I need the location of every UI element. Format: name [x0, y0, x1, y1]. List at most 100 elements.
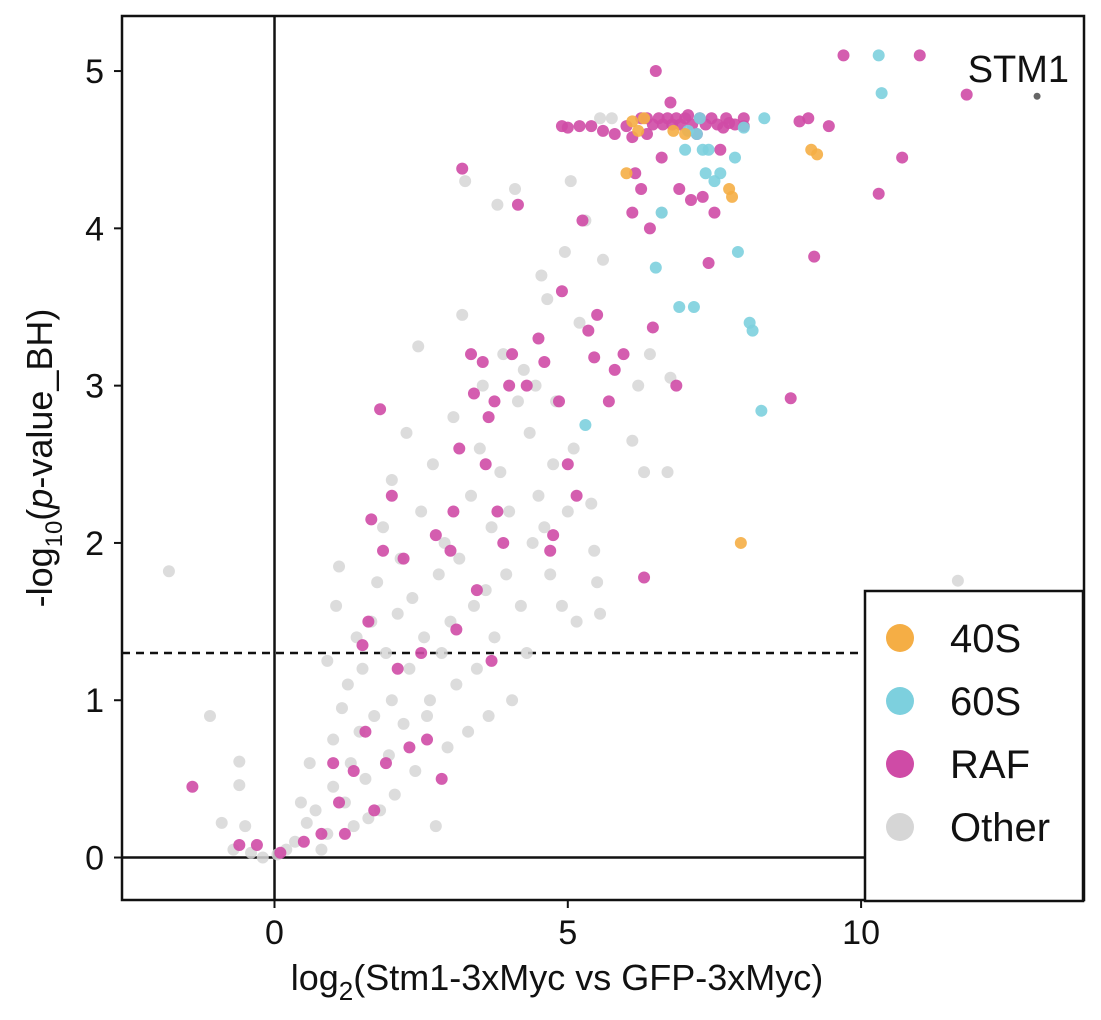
- point-raf: [497, 536, 510, 549]
- y-tick-label: 5: [85, 53, 104, 91]
- point-other: [485, 521, 498, 534]
- point-other: [491, 198, 504, 211]
- point-raf: [896, 151, 909, 164]
- y-axis-title-open: (: [19, 509, 60, 521]
- series-raf: [186, 49, 973, 859]
- point-other: [330, 599, 343, 612]
- point-raf: [608, 127, 621, 140]
- x-tick-label: 0: [265, 914, 284, 952]
- point-raf: [649, 65, 662, 78]
- point-other: [403, 662, 416, 675]
- point-raf: [327, 757, 340, 770]
- point-raf: [456, 162, 469, 175]
- legend-swatch-other: [886, 813, 914, 841]
- point-60s: [875, 87, 888, 100]
- point-other: [497, 348, 510, 361]
- point-other: [476, 379, 489, 392]
- point-other: [506, 694, 519, 707]
- x-axis-title-prefix: log: [291, 957, 339, 998]
- point-60s: [755, 404, 768, 417]
- point-raf: [538, 356, 551, 369]
- point-other: [535, 269, 548, 282]
- point-raf: [397, 552, 410, 565]
- point-60s: [758, 112, 771, 125]
- point-other: [409, 765, 422, 778]
- point-other: [541, 293, 554, 306]
- point-raf: [491, 505, 504, 518]
- point-other: [315, 843, 328, 856]
- y-axis-ticks: 0 1 2 3 4 5: [85, 53, 122, 878]
- point-other: [594, 112, 607, 125]
- stm1-annotation: STM1: [968, 49, 1069, 91]
- point-other: [547, 458, 560, 471]
- point-raf: [506, 348, 519, 361]
- point-other: [377, 521, 390, 534]
- legend: 40S 60S RAF Other: [863, 589, 1085, 903]
- plot-frame: [120, 14, 1086, 902]
- point-other: [256, 851, 269, 864]
- point-other: [520, 647, 533, 660]
- point-raf: [673, 183, 686, 196]
- point-other: [341, 678, 354, 691]
- point-raf: [570, 489, 583, 502]
- point-other: [371, 576, 384, 589]
- point-raf: [837, 49, 850, 62]
- point-raf: [573, 120, 586, 133]
- point-60s: [655, 206, 668, 219]
- point-other: [597, 253, 609, 266]
- point-other: [415, 505, 428, 518]
- point-60s: [872, 49, 885, 62]
- point-raf: [737, 112, 750, 125]
- point-other: [626, 434, 639, 447]
- point-raf: [470, 584, 483, 597]
- point-raf: [233, 838, 246, 851]
- point-raf: [643, 222, 656, 235]
- point-raf: [435, 772, 448, 785]
- point-60s: [714, 167, 727, 180]
- point-60s: [687, 300, 700, 313]
- point-other: [538, 521, 551, 534]
- point-other: [570, 615, 583, 628]
- point-raf: [315, 827, 328, 840]
- point-raf: [186, 780, 199, 793]
- point-raf: [297, 835, 310, 848]
- point-raf: [714, 143, 727, 156]
- data-points: [162, 49, 1041, 864]
- series-60s: [579, 49, 888, 431]
- point-other: [514, 599, 527, 612]
- point-other: [573, 316, 586, 329]
- legend-label-raf: RAF: [950, 743, 1030, 787]
- point-raf: [585, 120, 598, 133]
- point-raf: [338, 827, 351, 840]
- point-raf: [602, 395, 615, 408]
- point-other: [564, 175, 577, 188]
- point-other: [400, 426, 413, 439]
- point-other: [303, 757, 316, 770]
- point-raf: [597, 124, 609, 137]
- point-raf: [482, 411, 495, 424]
- point-raf: [708, 206, 721, 219]
- point-other: [494, 466, 507, 479]
- point-raf: [555, 285, 568, 298]
- point-other: [397, 717, 410, 730]
- point-40s: [811, 148, 824, 161]
- point-raf: [465, 348, 478, 361]
- point-raf: [802, 112, 815, 125]
- point-other: [294, 796, 307, 809]
- point-60s: [702, 143, 715, 156]
- point-other: [391, 607, 404, 620]
- point-other: [479, 584, 492, 597]
- point-raf: [379, 757, 392, 770]
- point-raf: [582, 324, 595, 337]
- point-raf: [347, 765, 360, 778]
- point-raf: [588, 351, 601, 364]
- point-40s: [726, 190, 739, 203]
- legend-swatch-60s: [886, 687, 914, 715]
- point-raf: [250, 838, 263, 851]
- point-raf: [561, 458, 574, 471]
- point-raf: [359, 725, 372, 738]
- point-other: [359, 772, 372, 785]
- point-raf: [391, 662, 404, 675]
- y-tick-label: 4: [85, 210, 104, 248]
- point-raf: [684, 194, 697, 207]
